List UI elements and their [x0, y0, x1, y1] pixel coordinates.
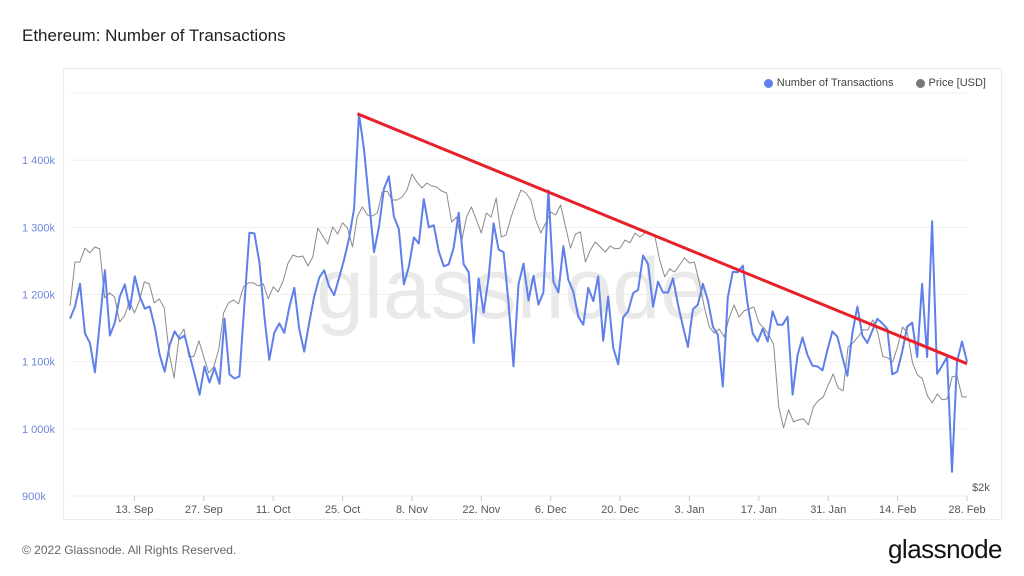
chart-title: Ethereum: Number of Transactions: [22, 26, 286, 45]
x-tick-label: 17. Jan: [741, 504, 777, 516]
legend-dot-icon: [763, 78, 773, 88]
x-tick-label: 3. Jan: [674, 504, 704, 516]
series-lines: [69, 112, 968, 473]
price-line: [69, 173, 967, 429]
chart-frame: [63, 68, 1002, 520]
x-tick-label: 20. Dec: [601, 504, 639, 516]
transactions-line: [69, 112, 968, 473]
copyright: © 2022 Glassnode. All Rights Reserved.: [22, 543, 237, 557]
legend-label: Number of Transactions: [776, 77, 894, 89]
x-tick-label: 14. Feb: [879, 504, 916, 516]
x-tick-label: 31. Jan: [810, 504, 846, 516]
y-tick-label: 1 400k: [22, 155, 56, 167]
glassnode-logo: glassnode: [887, 534, 1003, 564]
annotations: [356, 112, 968, 366]
y-tick-label: 1 100k: [22, 357, 56, 369]
gridlines: [70, 92, 967, 497]
legend-item-price[interactable]: Price [USD]: [915, 77, 986, 89]
watermark: glassnode: [316, 241, 708, 337]
y-axis-right: $2k: [972, 482, 990, 494]
y-right-tick-label: $2k: [972, 482, 990, 494]
x-tick-label: 22. Nov: [462, 504, 500, 516]
x-tick-label: 28. Feb: [948, 504, 985, 516]
y-tick-label: 1 000k: [22, 424, 56, 436]
legend-item-transactions[interactable]: Number of Transactions: [763, 77, 894, 89]
y-tick-label: 1 300k: [22, 222, 56, 234]
y-tick-label: 900k: [22, 491, 46, 503]
x-tick-label: 27. Sep: [185, 504, 223, 516]
legend-dot-icon: [915, 78, 925, 88]
x-tick-label: 6. Dec: [535, 504, 567, 516]
x-tick-label: 8. Nov: [396, 504, 428, 516]
legend: Number of Transactions Price [USD]: [763, 77, 986, 89]
y-axis-left: 900k 1 000k 1 100k 1 200k 1 300k 1 400k: [22, 155, 56, 503]
x-tick-label: 13. Sep: [115, 504, 153, 516]
legend-label: Price [USD]: [928, 77, 986, 89]
x-axis: 13. Sep 27. Sep 11. Oct 25. Oct 8. Nov 22. No…: [115, 496, 986, 516]
x-tick-label: 25. Oct: [325, 504, 360, 516]
trendline: [356, 112, 968, 366]
y-tick-label: 1 200k: [22, 290, 56, 302]
x-tick-label: 11. Oct: [256, 504, 291, 516]
